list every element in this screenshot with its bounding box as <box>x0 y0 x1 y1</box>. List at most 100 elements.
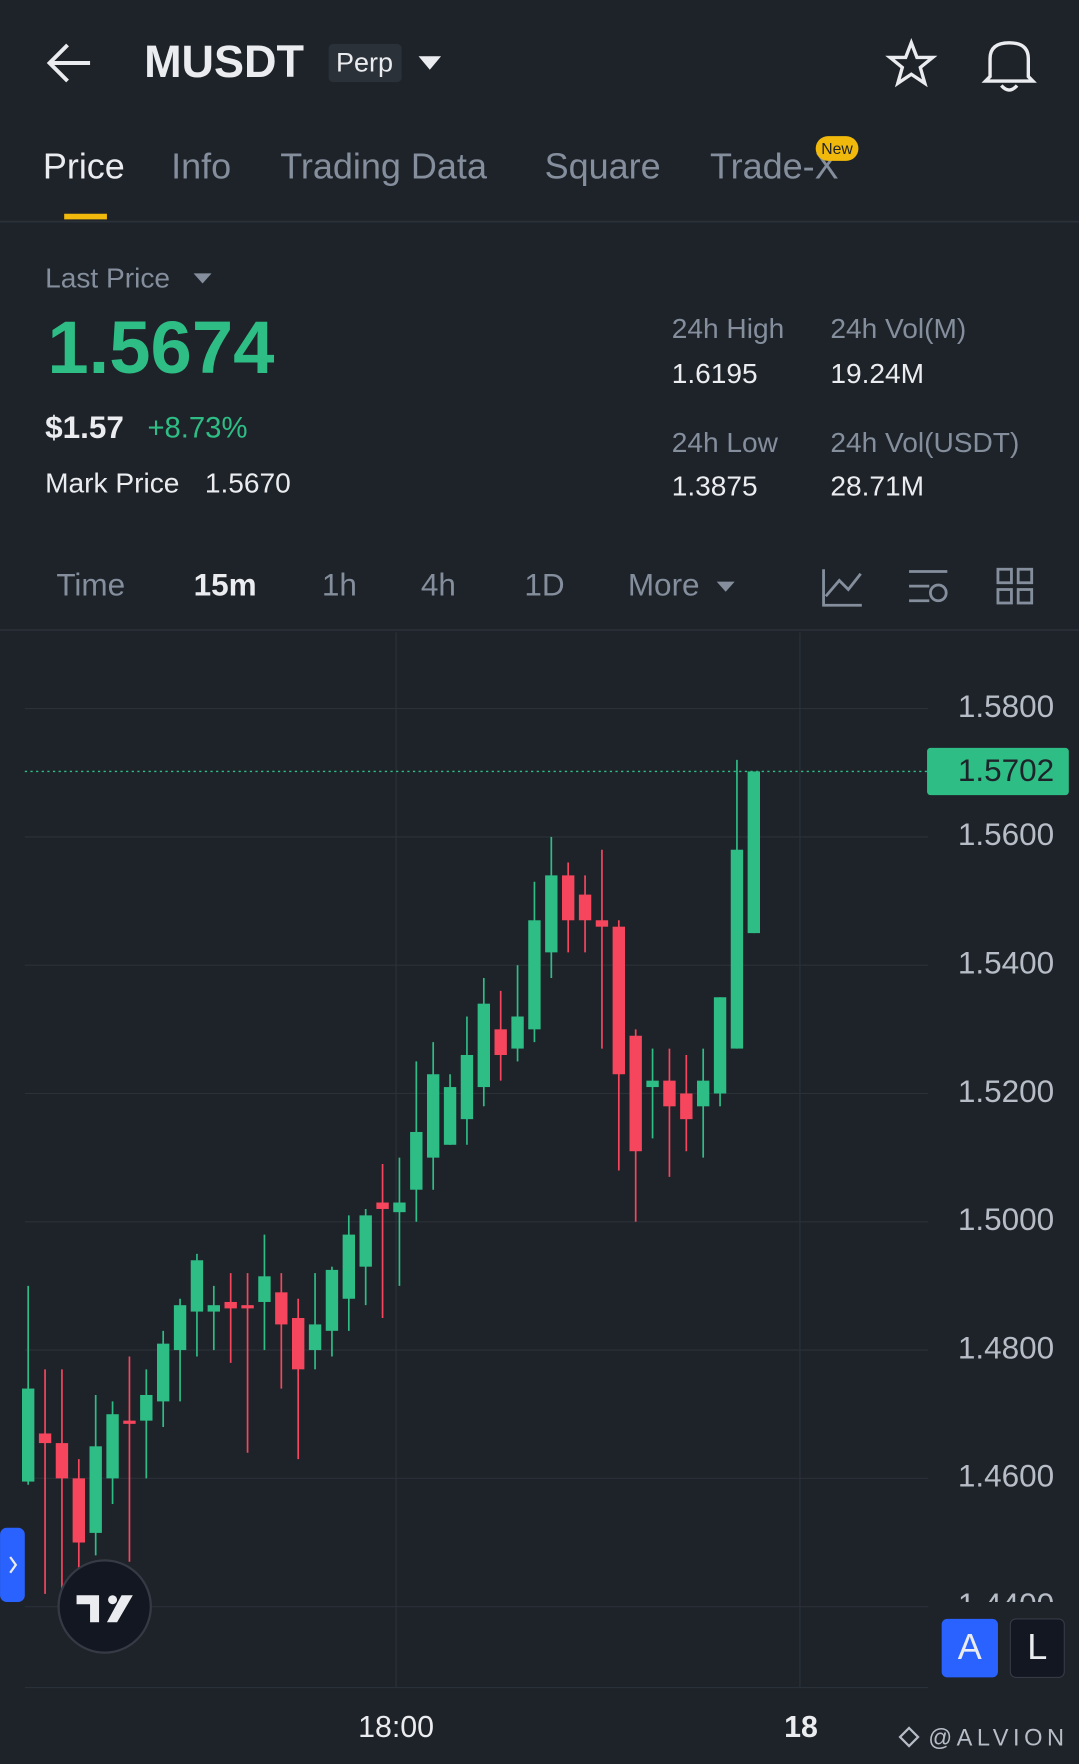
last-price: 1.5674 <box>47 306 274 389</box>
tradingview-logo[interactable] <box>57 1559 152 1654</box>
candle-body <box>646 1080 659 1088</box>
indicator-button[interactable] <box>822 569 862 607</box>
stat-value: 1.6195 <box>672 358 758 389</box>
candle-body <box>545 875 558 953</box>
auto-scale-button[interactable] <box>941 1618 998 1678</box>
candle-body <box>359 1215 372 1267</box>
log-scale-button[interactable] <box>1009 1618 1065 1678</box>
candle-body <box>106 1414 119 1479</box>
interval-tab[interactable]: More <box>628 567 700 603</box>
x-tick-label: 18:00 <box>358 1711 434 1744</box>
tab[interactable]: Price <box>43 145 125 186</box>
log-scale-label: L <box>1027 1626 1047 1667</box>
layout-cell <box>1016 567 1034 585</box>
candle-body <box>427 1074 440 1158</box>
candle-body <box>325 1269 339 1331</box>
layout-button[interactable] <box>996 567 1034 605</box>
x-tick-label: 18 <box>784 1711 818 1744</box>
last-price-tag-label: 1.5702 <box>958 752 1054 788</box>
active-tab-indicator <box>64 213 107 220</box>
candle-body <box>562 875 575 921</box>
settings-icon <box>929 583 948 603</box>
candle-body <box>241 1305 254 1309</box>
perp-badge-bg <box>328 43 402 83</box>
usd-price: $1.57 <box>45 409 124 445</box>
candle-body <box>443 1087 457 1145</box>
candle-body <box>494 1029 507 1055</box>
perp-badge: Perp <box>336 47 393 77</box>
candle-body <box>140 1394 153 1421</box>
side-panel-toggle[interactable] <box>0 1527 25 1602</box>
y-tick-label: 1.4600 <box>958 1458 1054 1494</box>
candle-body <box>393 1202 406 1213</box>
stat-value: 28.71M <box>830 471 924 502</box>
price-change: +8.73% <box>147 412 247 444</box>
new-badge: New <box>821 141 853 158</box>
y-tick-label: 1.5200 <box>958 1073 1054 1109</box>
candle-body <box>342 1234 355 1299</box>
last-price-dropdown[interactable] <box>193 273 212 284</box>
more-dropdown[interactable] <box>716 581 735 592</box>
stat-label: 24h Vol(USDT) <box>830 427 1019 458</box>
symbol-title: MUSDT <box>144 36 304 87</box>
candle-body <box>207 1305 220 1312</box>
interval-tab[interactable]: 4h <box>421 567 456 603</box>
candle-body <box>258 1276 271 1302</box>
back-button[interactable] <box>46 43 91 83</box>
candle-body <box>123 1420 136 1424</box>
candle-body <box>190 1260 204 1312</box>
tab[interactable]: Info <box>171 145 231 186</box>
auto-scale-label: A <box>958 1626 982 1667</box>
y-tick-label: 1.4400 <box>958 1586 1054 1622</box>
last-price-tag <box>927 747 1069 796</box>
candle-body <box>157 1343 170 1402</box>
candle-body <box>511 1016 524 1049</box>
y-tick-label: 1.4800 <box>958 1329 1054 1365</box>
favorite-button[interactable] <box>885 38 938 88</box>
candle-body <box>747 771 760 934</box>
stat-value: 19.24M <box>830 358 924 389</box>
candle-body <box>528 920 541 1030</box>
candle-body <box>173 1305 187 1351</box>
alert-button[interactable] <box>981 41 1037 92</box>
candle-body <box>275 1292 288 1325</box>
toggle-arrow <box>9 1556 18 1574</box>
interval-tab[interactable]: Time <box>56 567 125 603</box>
y-tick-label: 1.5400 <box>958 945 1054 981</box>
last-price-label[interactable]: Last Price <box>45 263 170 294</box>
stat-label: 24h Low <box>672 427 779 458</box>
interval-tab[interactable]: 15m <box>194 567 257 603</box>
tab[interactable]: Trading Data <box>280 145 488 186</box>
candle-body <box>663 1080 676 1107</box>
candle-body <box>308 1324 322 1351</box>
candle-body <box>578 894 592 921</box>
mark-price-label: Mark Price <box>45 467 179 498</box>
interval-tab[interactable]: 1D <box>524 567 564 603</box>
stat-label: 24h Vol(M) <box>830 313 966 344</box>
settings-button[interactable] <box>909 570 948 603</box>
candle-body <box>55 1443 69 1479</box>
candle-body <box>410 1131 423 1190</box>
new-badge-bg <box>815 136 859 161</box>
layout-cell <box>996 567 1013 585</box>
interval-tab[interactable]: 1h <box>322 567 357 603</box>
watermark-logo <box>898 1726 920 1748</box>
candle-body <box>38 1433 52 1444</box>
layout-cell <box>996 588 1013 605</box>
candle-body <box>224 1301 237 1309</box>
candle-body <box>22 1388 35 1482</box>
candle-body <box>612 926 625 1075</box>
candle-body <box>460 1054 474 1120</box>
mark-price: 1.5670 <box>205 467 291 498</box>
tab[interactable]: Square <box>545 145 661 186</box>
y-tick-label: 1.5000 <box>958 1201 1054 1237</box>
candle-body <box>629 1035 642 1152</box>
symbol-dropdown[interactable] <box>418 56 442 70</box>
stat-label: 24h High <box>672 313 785 344</box>
stat-value: 1.3875 <box>672 471 758 502</box>
watermark: @ALVION <box>928 1725 1068 1751</box>
y-tick-label: 1.5600 <box>958 816 1054 852</box>
candle-body <box>89 1446 102 1533</box>
